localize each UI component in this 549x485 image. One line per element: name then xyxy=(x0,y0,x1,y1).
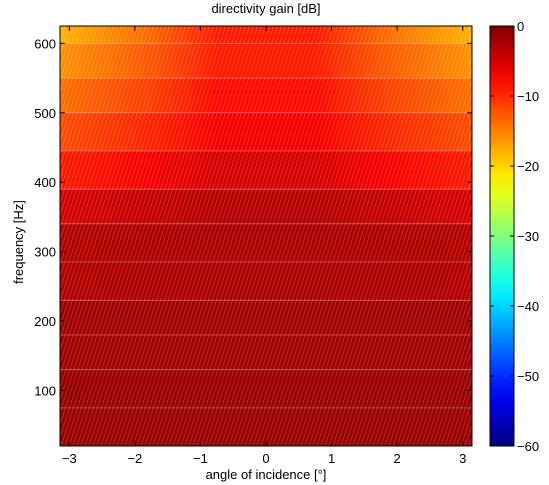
heatmap-texture xyxy=(60,26,472,446)
x-axis: −3 −2 −1 0 1 2 3 xyxy=(62,26,466,466)
heatmap-area xyxy=(60,26,472,446)
x-tick-label: −2 xyxy=(127,451,142,466)
x-tick-label: 1 xyxy=(328,451,335,466)
y-tick-label: 100 xyxy=(34,383,56,398)
x-tick-label: 3 xyxy=(459,451,466,466)
colorbar-tick-label: −10 xyxy=(517,89,539,104)
y-tick-label: 500 xyxy=(34,106,56,121)
x-tick-label: −1 xyxy=(193,451,208,466)
colorbar-ticks: 0 −10 −20 −30 −40 −50 −60 xyxy=(490,19,539,454)
x-tick-label: 2 xyxy=(394,451,401,466)
y-tick-label: 200 xyxy=(34,314,56,329)
y-axis: 100 200 300 400 500 600 xyxy=(34,36,472,398)
y-tick-label: 400 xyxy=(34,175,56,190)
colorbar-tick-label: −50 xyxy=(517,369,539,384)
x-tick-label: −3 xyxy=(62,451,77,466)
y-axis-label: frequency [Hz] xyxy=(11,200,26,284)
colorbar-tick-label: −40 xyxy=(517,299,539,314)
colorbar-tick-label: −20 xyxy=(517,159,539,174)
colorbar-tick-label: 0 xyxy=(517,19,524,34)
x-tick-label: 0 xyxy=(262,451,269,466)
y-tick-label: 600 xyxy=(34,36,56,51)
colorbar-tick-label: −30 xyxy=(517,229,539,244)
colorbar-tick-label: −60 xyxy=(517,439,539,454)
y-tick-label: 300 xyxy=(34,245,56,260)
x-axis-label: angle of incidence [°] xyxy=(206,467,327,482)
chart-title: directivity gain [dB] xyxy=(211,1,320,16)
